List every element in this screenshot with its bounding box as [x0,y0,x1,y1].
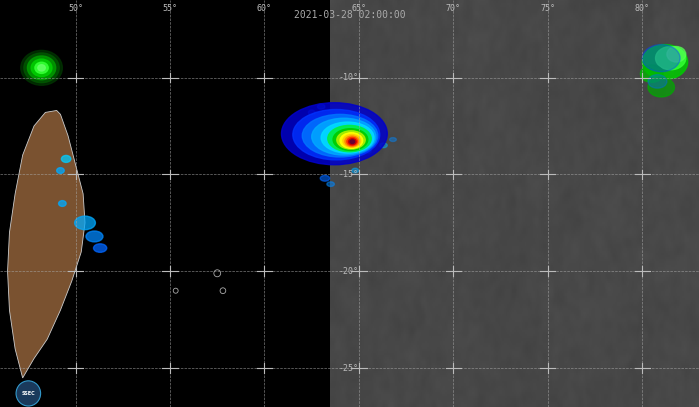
Ellipse shape [350,140,354,143]
Ellipse shape [38,65,45,71]
Ellipse shape [24,53,59,83]
Text: -10°: -10° [338,73,358,82]
Ellipse shape [349,139,356,144]
Text: -25°: -25° [338,364,358,373]
Ellipse shape [86,231,103,242]
Ellipse shape [62,155,71,162]
Text: 55°: 55° [163,4,178,13]
Ellipse shape [317,104,325,109]
Text: 70°: 70° [446,4,461,13]
Ellipse shape [321,122,374,153]
Ellipse shape [59,201,66,206]
Ellipse shape [340,133,363,148]
Ellipse shape [337,131,365,149]
Ellipse shape [293,109,380,160]
Text: -15°: -15° [338,170,358,179]
Text: 80°: 80° [635,4,650,13]
Ellipse shape [343,134,361,147]
Ellipse shape [94,244,107,252]
Text: 2021-03-28 02:00:00: 2021-03-28 02:00:00 [294,10,405,20]
Ellipse shape [667,46,686,62]
Text: 65°: 65° [352,4,366,13]
Ellipse shape [282,103,387,165]
Ellipse shape [333,129,368,151]
Text: 75°: 75° [540,4,556,13]
Text: 60°: 60° [257,4,272,13]
Ellipse shape [389,138,396,142]
Ellipse shape [312,118,376,155]
Ellipse shape [327,182,334,186]
Ellipse shape [328,125,371,152]
Ellipse shape [21,50,62,85]
Ellipse shape [648,77,675,97]
Ellipse shape [352,168,359,173]
Bar [0,0,331,407]
Circle shape [16,381,41,406]
Ellipse shape [345,136,359,147]
Ellipse shape [308,110,315,115]
Ellipse shape [380,143,387,148]
Ellipse shape [75,216,95,230]
Ellipse shape [366,149,371,153]
Ellipse shape [642,45,680,72]
Ellipse shape [27,56,56,80]
Ellipse shape [320,175,330,181]
Text: SSEC: SSEC [22,391,35,396]
Ellipse shape [35,62,48,73]
Ellipse shape [642,45,688,79]
Polygon shape [8,110,85,378]
Ellipse shape [347,138,357,146]
Text: 50°: 50° [68,4,83,13]
Ellipse shape [302,114,378,157]
Ellipse shape [656,46,686,70]
Ellipse shape [640,65,663,82]
Ellipse shape [31,59,52,77]
Text: -20°: -20° [338,267,358,276]
Ellipse shape [648,74,667,88]
Ellipse shape [57,168,64,173]
